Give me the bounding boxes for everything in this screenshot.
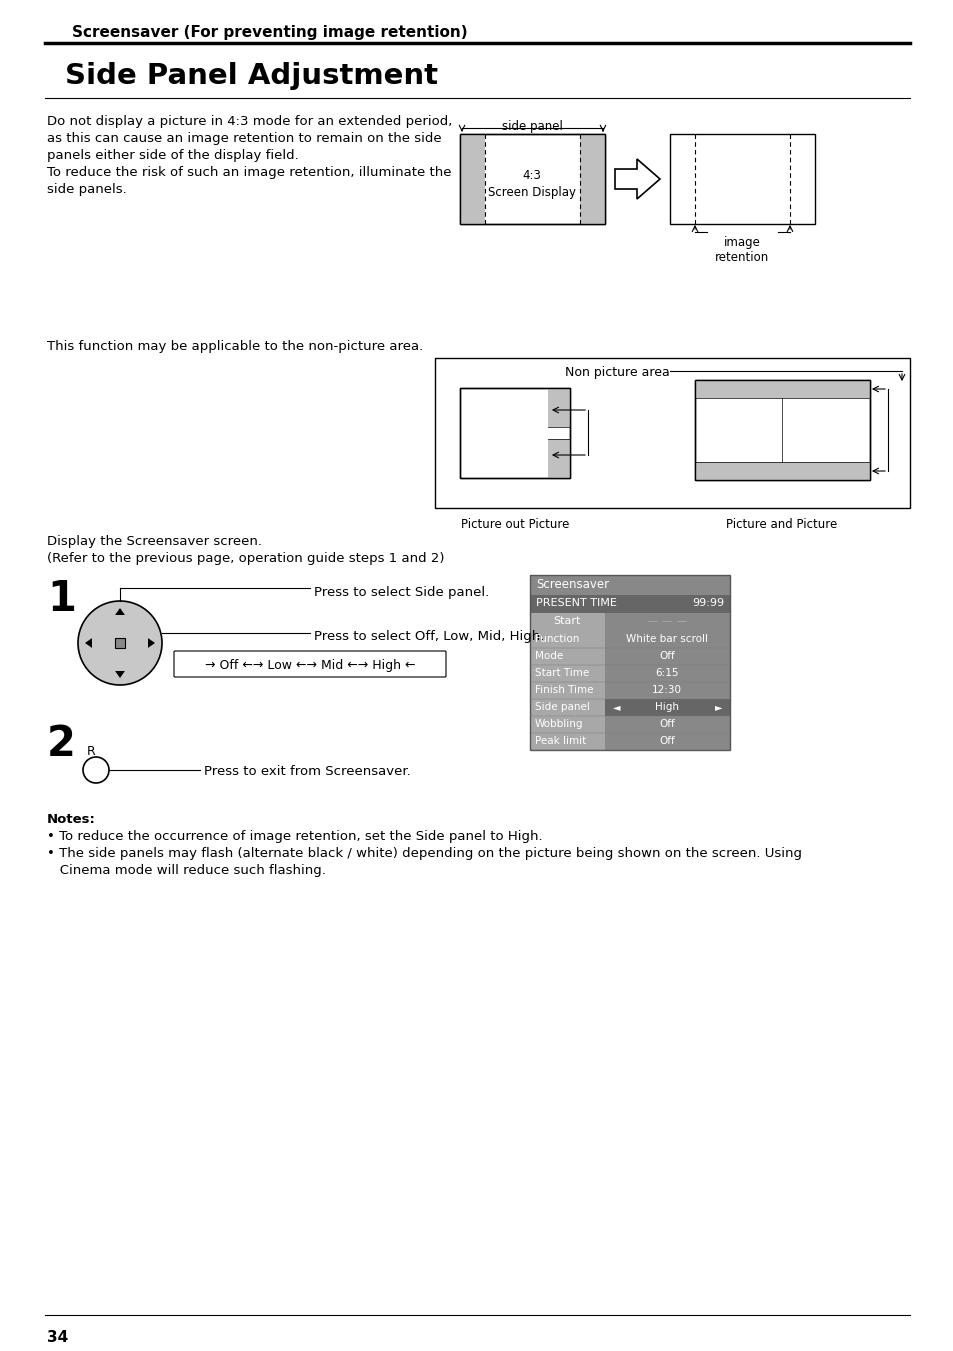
Text: Press to select Off, Low, Mid, High.: Press to select Off, Low, Mid, High. (314, 630, 544, 643)
Text: Start Time: Start Time (535, 667, 589, 678)
Text: Mode: Mode (535, 651, 562, 661)
Text: side panels.: side panels. (47, 182, 127, 196)
Text: Screensaver: Screensaver (536, 578, 608, 590)
Bar (604, 631, 729, 648)
Text: Picture and Picture: Picture and Picture (725, 517, 837, 531)
Circle shape (78, 601, 162, 685)
Polygon shape (148, 638, 154, 648)
Bar (530, 734, 604, 750)
Text: (Refer to the previous page, operation guide steps 1 and 2): (Refer to the previous page, operation g… (47, 553, 444, 565)
Bar (669, 134, 814, 224)
Text: Off: Off (659, 736, 674, 746)
Bar (459, 134, 484, 224)
Bar (604, 613, 729, 631)
Text: 4:3
Screen Display: 4:3 Screen Display (488, 169, 576, 199)
Text: Function: Function (535, 634, 578, 644)
Bar (695, 380, 869, 399)
Bar (459, 134, 604, 224)
Text: Screensaver (For preventing image retention): Screensaver (For preventing image retent… (71, 26, 467, 41)
Text: Picture out Picture: Picture out Picture (460, 517, 569, 531)
Text: Finish Time: Finish Time (535, 685, 593, 694)
Text: 1: 1 (47, 578, 76, 620)
Text: 2: 2 (47, 723, 76, 765)
Text: To reduce the risk of such an image retention, illuminate the: To reduce the risk of such an image rete… (47, 166, 451, 178)
Text: — — —: — — — (646, 616, 686, 626)
Text: image
retention: image retention (714, 236, 768, 263)
Text: 34: 34 (47, 1329, 69, 1346)
Circle shape (83, 757, 109, 784)
Bar (604, 734, 729, 750)
Bar (530, 716, 604, 734)
Bar (459, 388, 569, 478)
Bar (530, 665, 604, 682)
Text: 99:99: 99:99 (691, 598, 723, 608)
Bar (695, 380, 869, 480)
Text: Cinema mode will reduce such flashing.: Cinema mode will reduce such flashing. (47, 865, 326, 877)
Text: PRESENT TIME: PRESENT TIME (536, 598, 617, 608)
Bar (604, 698, 729, 716)
Bar (435, 358, 909, 508)
Text: Display the Screensaver screen.: Display the Screensaver screen. (47, 535, 262, 549)
Text: as this can cause an image retention to remain on the side: as this can cause an image retention to … (47, 132, 441, 145)
Text: Off: Off (659, 719, 674, 730)
Bar (530, 648, 604, 665)
Text: panels either side of the display field.: panels either side of the display field. (47, 149, 298, 162)
Text: ►: ► (714, 703, 721, 712)
Text: R: R (87, 744, 95, 758)
Text: Non picture area: Non picture area (564, 366, 669, 380)
Polygon shape (115, 608, 125, 615)
Bar (604, 648, 729, 665)
Text: ◄: ◄ (613, 703, 619, 712)
Bar (115, 638, 125, 648)
Bar (530, 682, 604, 698)
Bar (579, 134, 604, 224)
Text: This function may be applicable to the non-picture area.: This function may be applicable to the n… (47, 340, 423, 353)
Text: Do not display a picture in 4:3 mode for an extended period,: Do not display a picture in 4:3 mode for… (47, 115, 452, 128)
Bar (530, 698, 604, 716)
Bar (547, 388, 569, 427)
Bar (547, 439, 569, 478)
Text: Press to exit from Screensaver.: Press to exit from Screensaver. (204, 765, 411, 778)
Bar (459, 134, 604, 224)
Text: Start: Start (553, 616, 580, 626)
Text: Notes:: Notes: (47, 813, 95, 825)
Bar (604, 682, 729, 698)
Text: → Off ←→ Low ←→ Mid ←→ High ←: → Off ←→ Low ←→ Mid ←→ High ← (205, 659, 415, 673)
Text: Press to select Side panel.: Press to select Side panel. (314, 586, 489, 598)
Text: side panel: side panel (501, 120, 562, 132)
Bar (530, 594, 729, 613)
Polygon shape (85, 638, 91, 648)
FancyBboxPatch shape (173, 651, 446, 677)
Text: • To reduce the occurrence of image retention, set the Side panel to High.: • To reduce the occurrence of image rete… (47, 830, 542, 843)
Text: • The side panels may flash (alternate black / white) depending on the picture b: • The side panels may flash (alternate b… (47, 847, 801, 861)
Polygon shape (115, 671, 125, 678)
Bar (695, 462, 869, 480)
Bar (530, 576, 729, 750)
Text: 12:30: 12:30 (651, 685, 681, 694)
Bar (530, 576, 729, 594)
Text: Off: Off (659, 651, 674, 661)
Bar (530, 613, 604, 631)
Bar (459, 388, 569, 478)
Text: High: High (655, 703, 679, 712)
Bar (604, 716, 729, 734)
Text: White bar scroll: White bar scroll (625, 634, 707, 644)
Text: Side panel: Side panel (535, 703, 589, 712)
Bar (604, 665, 729, 682)
Text: Wobbling: Wobbling (535, 719, 583, 730)
Bar (530, 631, 604, 648)
Polygon shape (615, 159, 659, 199)
Text: Peak limit: Peak limit (535, 736, 586, 746)
Text: 6:15: 6:15 (655, 667, 678, 678)
Text: Side Panel Adjustment: Side Panel Adjustment (65, 62, 437, 91)
Bar (695, 380, 869, 480)
